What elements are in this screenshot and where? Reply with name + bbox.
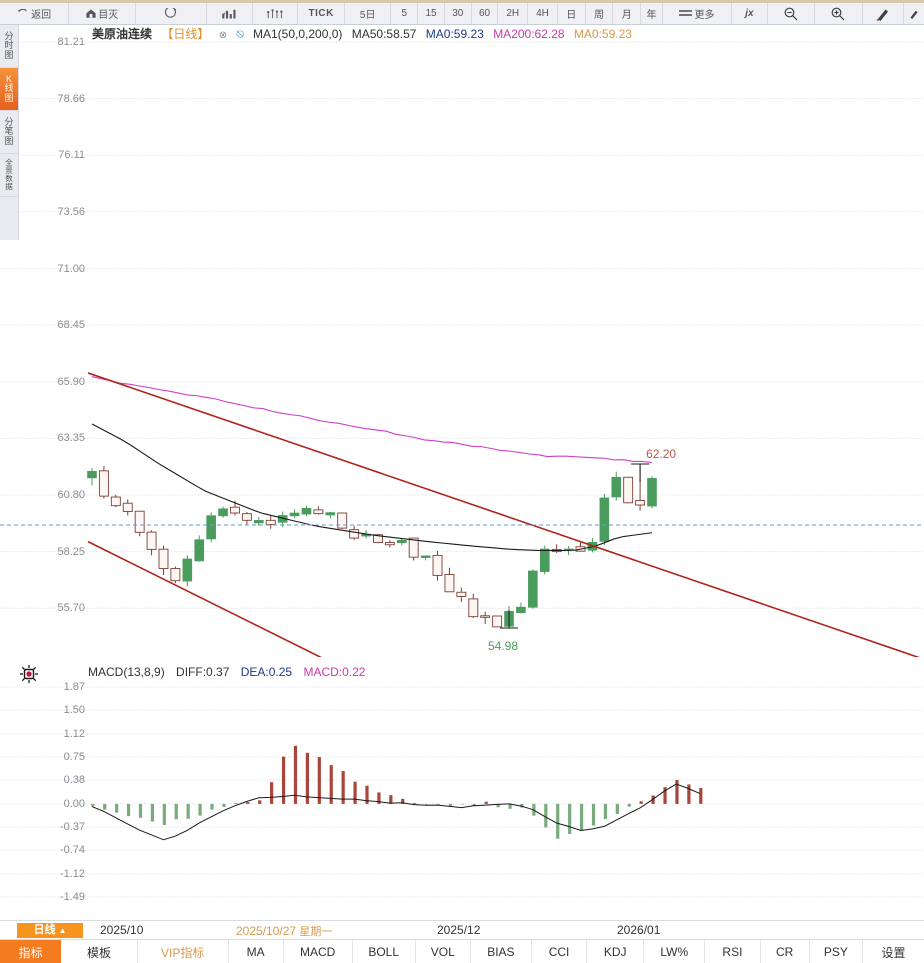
svg-text:54.98: 54.98 — [488, 639, 518, 653]
svg-text:62.20: 62.20 — [646, 447, 676, 461]
